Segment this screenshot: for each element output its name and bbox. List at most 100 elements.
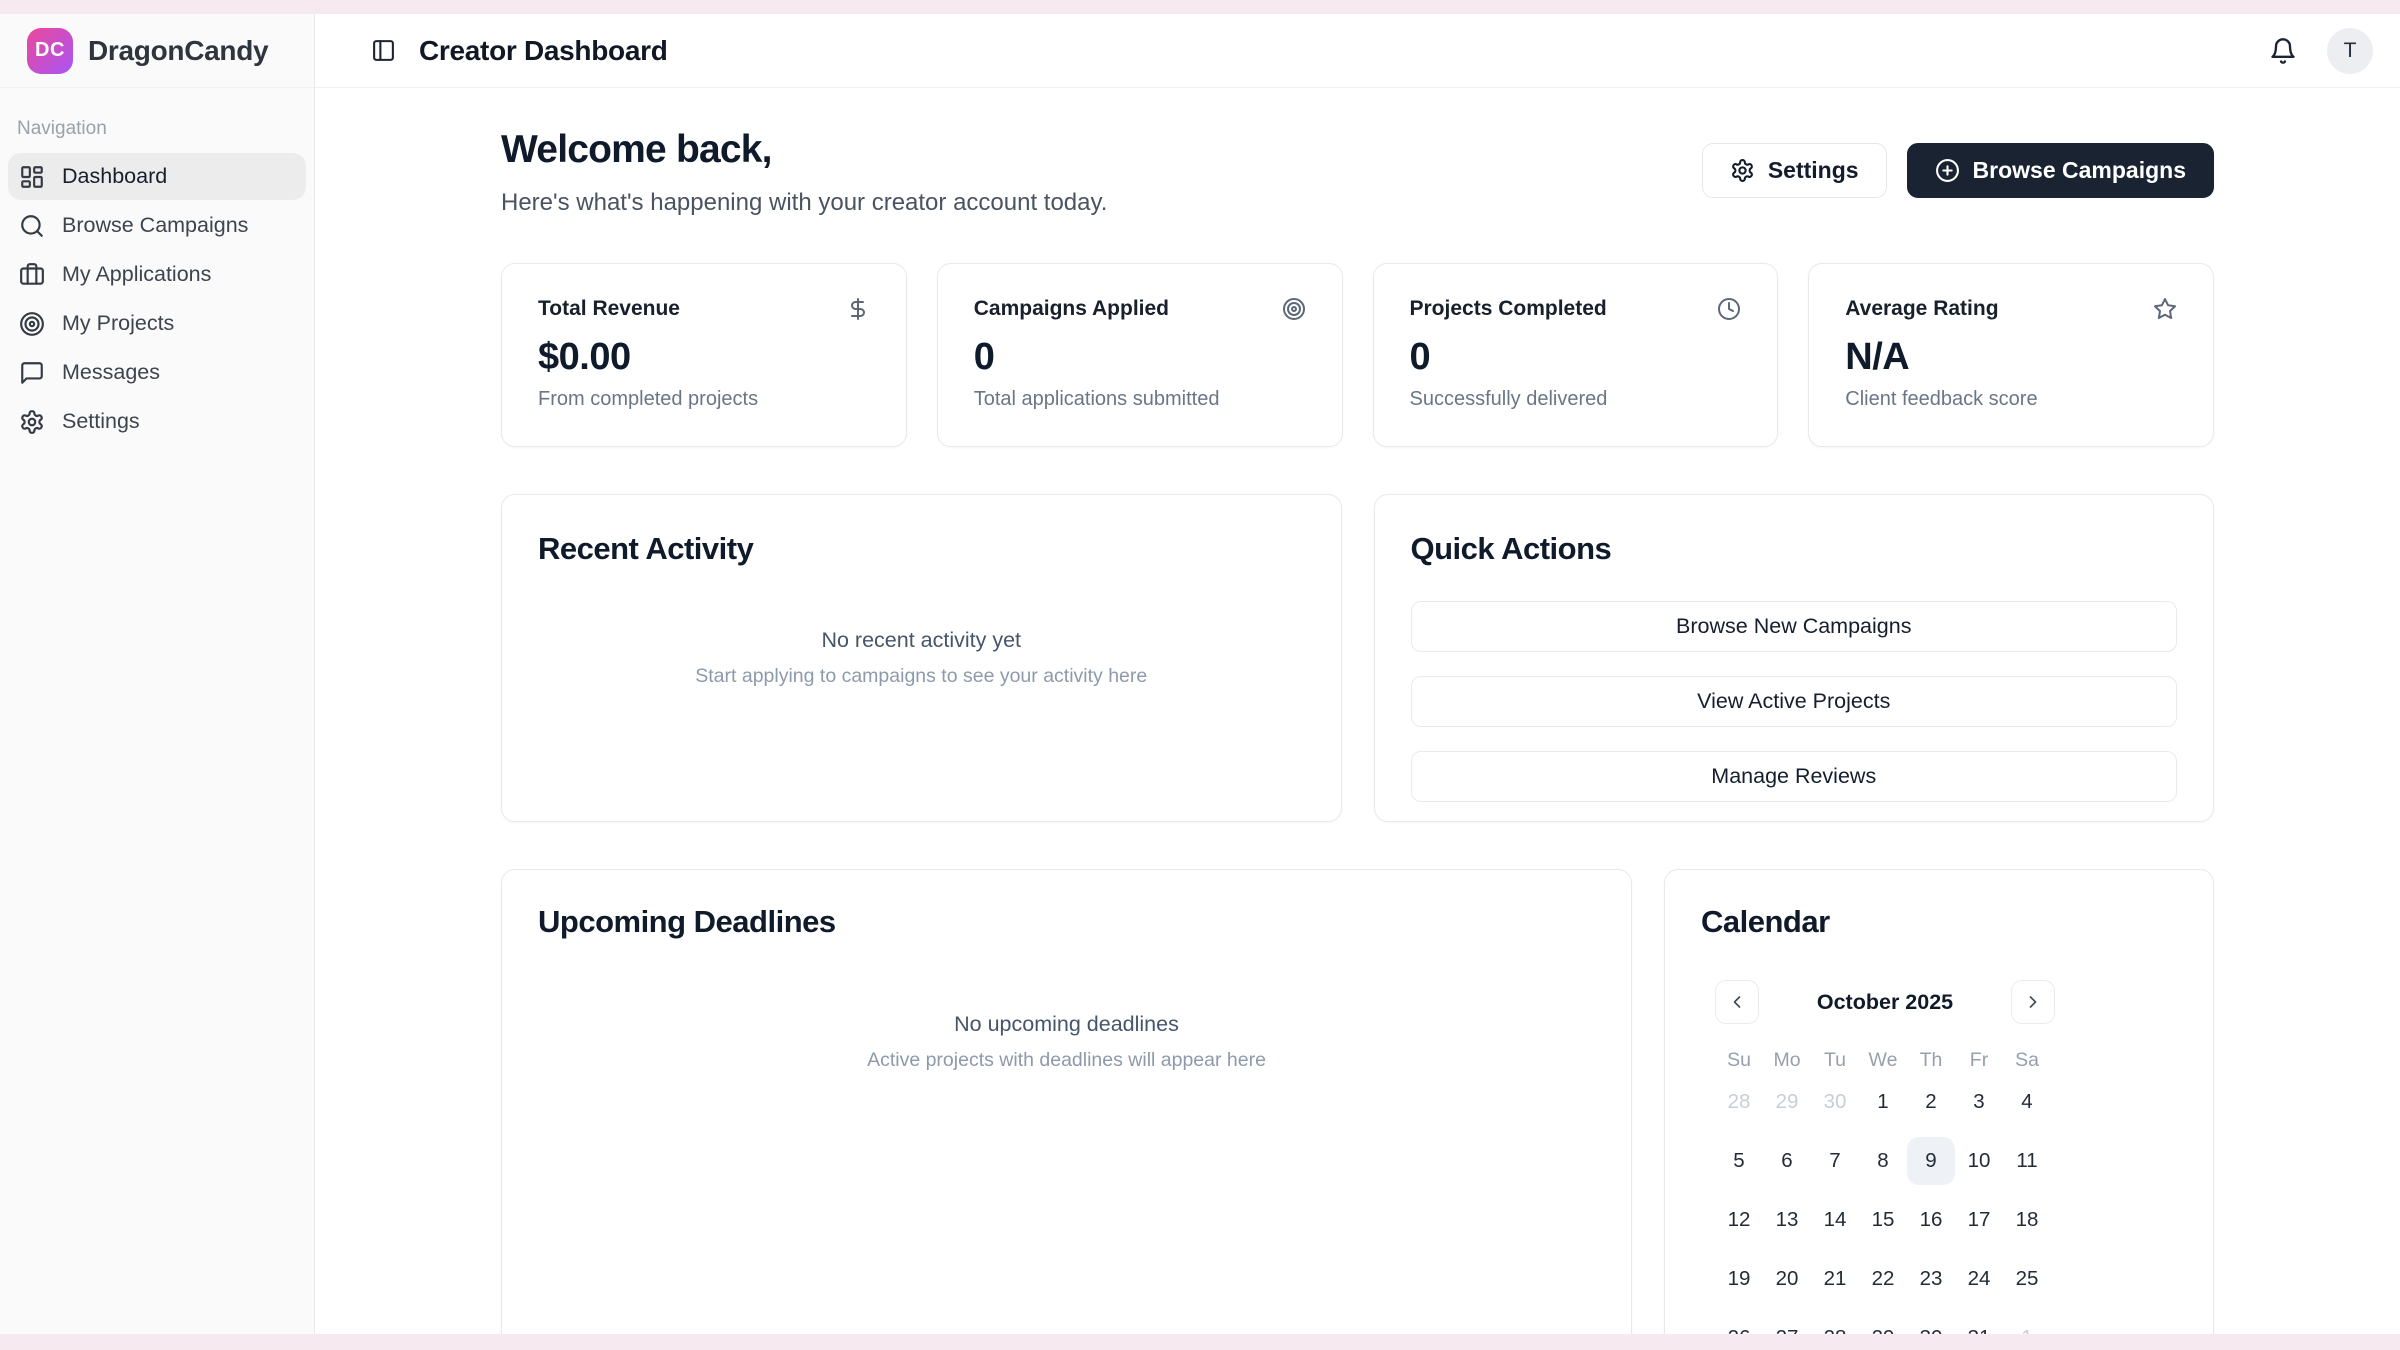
welcome-heading: Welcome back, [501, 128, 772, 171]
stat-subtitle: Successfully delivered [1409, 388, 1608, 410]
calendar-day[interactable]: 26 [1715, 1314, 1763, 1334]
browse-campaigns-button[interactable]: Browse Campaigns [1906, 143, 2214, 198]
calendar-card: Calendar October 2025 [1664, 869, 2214, 1334]
sidebar-item-messages[interactable]: Messages [8, 349, 306, 396]
target-icon [20, 311, 44, 336]
calendar-day[interactable]: 1 [2003, 1314, 2051, 1334]
stat-subtitle: From completed projects [538, 388, 759, 410]
calendar-weekday: Sa [2015, 1048, 2039, 1071]
recent-activity-title: Recent Activity [538, 531, 754, 566]
calendar-day[interactable]: 27 [1763, 1314, 1811, 1334]
calendar-day[interactable]: 24 [1967, 1267, 1991, 1290]
view-active-projects-button[interactable]: View Active Projects [1410, 676, 2177, 727]
calendar-day[interactable]: 28 [1811, 1314, 1859, 1334]
calendar-day[interactable]: 29 [1859, 1314, 1907, 1334]
stat-title: Campaigns Applied [973, 297, 1169, 320]
calendar-next-month-button[interactable] [2011, 980, 2055, 1024]
calendar-day[interactable]: 15 [1871, 1208, 1895, 1231]
upcoming-deadlines-title: Upcoming Deadlines [538, 904, 836, 939]
sidebar-item-settings[interactable]: Settings [8, 398, 306, 445]
calendar-weekday: Fr [1969, 1048, 1989, 1071]
welcome-subheading: Here's what's happening with your creato… [501, 189, 1108, 216]
calendar-day[interactable]: 16 [1919, 1208, 1943, 1231]
stat-value: N/A [1845, 336, 1910, 378]
sidebar-item-label: My Projects [62, 311, 175, 335]
sidebar-item-browse-campaigns[interactable]: Browse Campaigns [8, 202, 306, 249]
calendar-weekday: Su [1727, 1048, 1751, 1071]
calendar-day[interactable]: 29 [1775, 1090, 1799, 1113]
recent-activity-empty-state: No recent activity yet Start applying to… [502, 495, 1341, 821]
calendar-weekday: Th [1919, 1048, 1943, 1071]
calendar-day[interactable]: 1 [1877, 1090, 1889, 1113]
upcoming-deadlines-card: Upcoming Deadlines No upcoming deadlines… [501, 869, 1632, 1334]
calendar-day[interactable]: 14 [1823, 1208, 1847, 1231]
calendar-day-today[interactable]: 9 [1907, 1137, 1955, 1185]
stat-card-projects-completed: Projects Completed 0 Successfully delive… [1372, 263, 1779, 447]
calendar-day[interactable]: 3 [1973, 1090, 1985, 1113]
search-icon [21, 214, 43, 237]
stat-value: 0 [973, 336, 995, 378]
plus-circle-icon [1935, 159, 1959, 182]
stat-title: Total Revenue [538, 297, 680, 320]
empty-state-title: No recent activity yet [821, 628, 1022, 652]
calendar-day[interactable]: 25 [2015, 1267, 2039, 1290]
calendar-weekday: Mo [1773, 1048, 1801, 1071]
calendar-day[interactable]: 5 [1733, 1149, 1745, 1172]
calendar-day[interactable]: 6 [1781, 1149, 1793, 1172]
sidebar-item-label: Dashboard [62, 164, 168, 188]
calendar-day[interactable]: 8 [1877, 1149, 1889, 1172]
calendar-day[interactable]: 28 [1727, 1090, 1751, 1113]
empty-state-subtitle: Start applying to campaigns to see your … [695, 665, 1148, 687]
calendar-day[interactable]: 4 [2021, 1090, 2033, 1113]
chevron-right-icon [2029, 996, 2037, 1008]
calendar-day[interactable]: 23 [1919, 1267, 1943, 1290]
dashboard-icon [21, 165, 43, 188]
chevron-left-icon [1733, 996, 1741, 1008]
calendar-day[interactable]: 2 [1925, 1090, 1937, 1113]
content-scroll-area[interactable]: Welcome back, Here's what's happening wi… [315, 88, 2400, 1334]
settings-button[interactable]: Settings [1701, 143, 1887, 198]
stat-subtitle: Client feedback score [1845, 388, 2038, 410]
calendar-day[interactable]: 31 [1955, 1314, 2003, 1334]
calendar-widget: October 2025 Su Mo Tu We Th Fr Sa 28 29 30 1 2 3 4 5 6… [1715, 980, 2055, 1334]
calendar-day[interactable]: 7 [1829, 1149, 1841, 1172]
sidebar-item-label: My Applications [62, 262, 212, 286]
calendar-month-label: October 2025 [1816, 989, 1954, 1014]
settings-button-label: Settings [1767, 157, 1859, 183]
stat-value: 0 [1409, 336, 1431, 378]
calendar-day[interactable]: 18 [2015, 1208, 2039, 1231]
user-avatar[interactable]: T [2327, 27, 2373, 74]
calendar-day[interactable]: 22 [1871, 1267, 1895, 1290]
empty-state-subtitle: Active projects with deadlines will appe… [867, 1049, 1266, 1071]
calendar-grid: 28 29 30 1 2 3 4 5 6 7 8 9 10 11 12 13 14 15 16 17 18 19 20 21 2… [1715, 1078, 2055, 1334]
sidebar-header: DC DragonCandy [0, 14, 314, 88]
sidebar-item-my-applications[interactable]: My Applications [8, 251, 306, 298]
notifications-button[interactable] [2269, 37, 2297, 65]
stat-card-campaigns-applied: Campaigns Applied 0 Total applications s… [936, 263, 1343, 447]
sidebar-item-my-projects[interactable]: My Projects [8, 300, 306, 347]
calendar-day[interactable]: 21 [1823, 1267, 1847, 1290]
calendar-day[interactable]: 30 [1823, 1090, 1847, 1113]
calendar-day[interactable]: 11 [2016, 1149, 2038, 1172]
browse-new-campaigns-button[interactable]: Browse New Campaigns [1410, 601, 2177, 652]
stat-title: Average Rating [1845, 297, 1999, 320]
target-icon [1282, 298, 1305, 320]
calendar-day[interactable]: 10 [1967, 1149, 1991, 1172]
main-area: Creator Dashboard T Welcome back, Here's… [315, 14, 2400, 1334]
calendar-day[interactable]: 13 [1775, 1208, 1799, 1231]
calendar-day[interactable]: 12 [1727, 1208, 1751, 1231]
sidebar-toggle-button[interactable] [371, 38, 396, 63]
calendar-day[interactable]: 30 [1907, 1314, 1955, 1334]
quick-actions-card: Quick Actions Browse New Campaigns View … [1373, 494, 2214, 822]
gear-icon [21, 409, 43, 434]
calendar-prev-month-button[interactable] [1715, 980, 1759, 1024]
sidebar-item-dashboard[interactable]: Dashboard [8, 153, 306, 200]
manage-reviews-button[interactable]: Manage Reviews [1410, 751, 2177, 802]
dollar-icon [850, 298, 865, 320]
calendar-day[interactable]: 17 [1967, 1208, 1991, 1231]
calendar-day[interactable]: 20 [1775, 1267, 1799, 1290]
page-title: Creator Dashboard [419, 34, 668, 66]
app-window: DC DragonCandy Navigation Dashboard Brow… [0, 14, 2400, 1334]
calendar-day[interactable]: 19 [1727, 1267, 1751, 1290]
calendar-title: Calendar [1701, 904, 1830, 939]
